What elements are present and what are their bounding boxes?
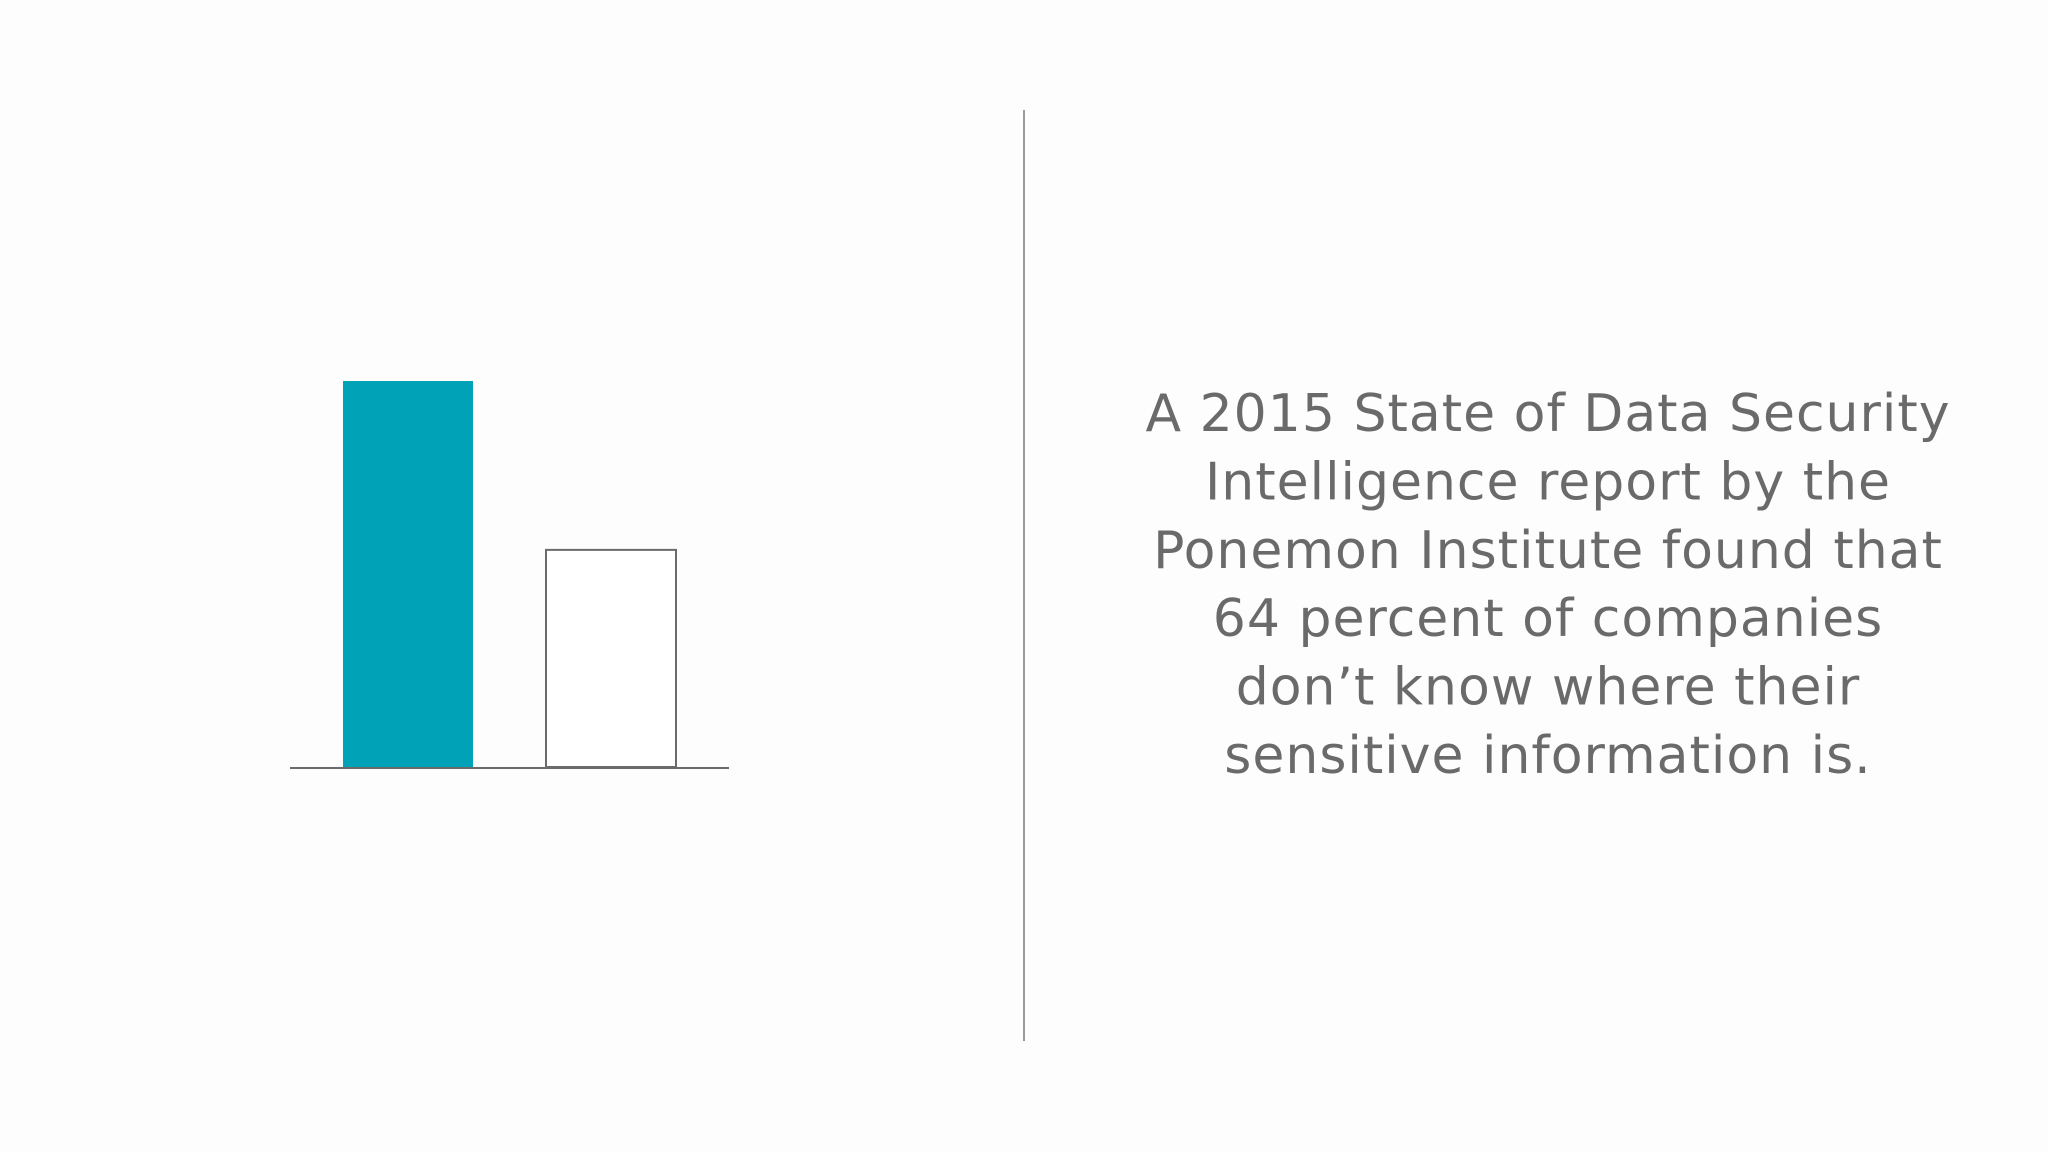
description-line: Ponemon Institute found that bbox=[1153, 521, 1943, 581]
description-line: A 2015 State of Data Security bbox=[1145, 384, 1950, 444]
bar bbox=[343, 381, 473, 767]
description-line: 64 percent of companies bbox=[1213, 589, 1883, 649]
description-line: don’t know where their bbox=[1236, 658, 1861, 718]
description-line: sensitive information is. bbox=[1224, 726, 1871, 786]
bar bbox=[545, 548, 677, 768]
description-line: Intelligence report by the bbox=[1205, 452, 1891, 512]
